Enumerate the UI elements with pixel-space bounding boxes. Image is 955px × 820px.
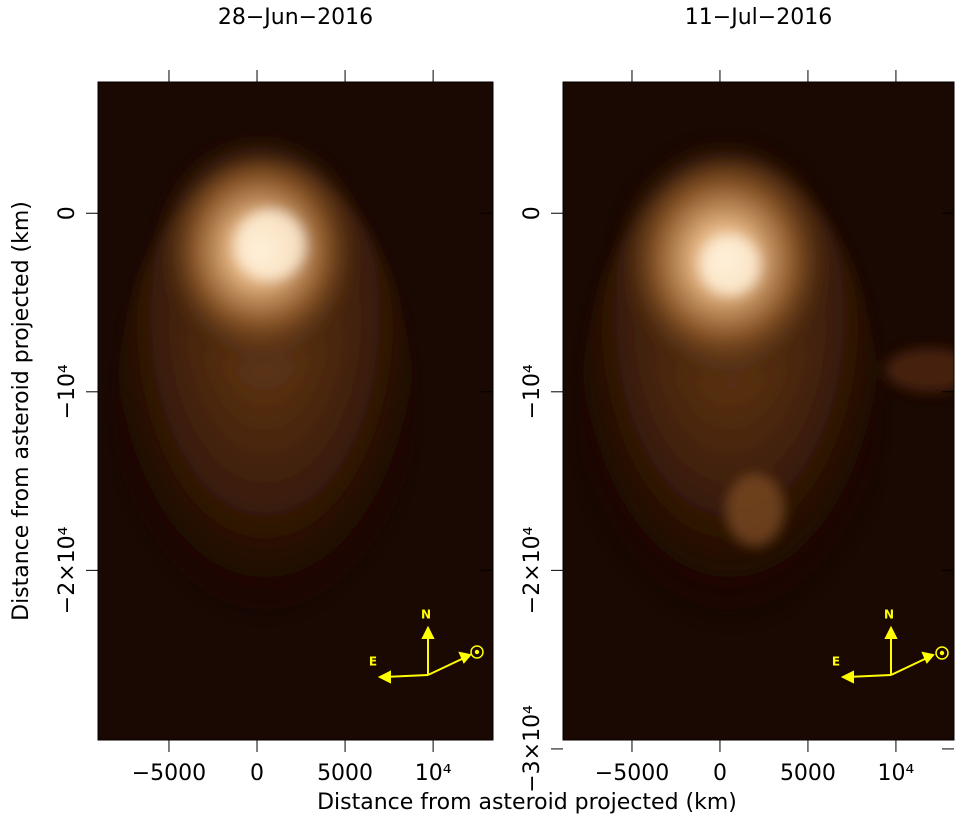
x-tick-label: −5000 — [595, 761, 669, 786]
y-tick-label: −2×10⁴ — [520, 526, 545, 614]
x-tick-label: 5000 — [780, 761, 836, 786]
y-tick-label: −10⁴ — [55, 364, 80, 419]
y-tick-label: −3×10⁴ — [520, 705, 545, 793]
x-tick-label: −5000 — [132, 761, 206, 786]
y-axis-label: Distance from asteroid projected (km) — [9, 201, 34, 621]
panel-title: 28−Jun−2016 — [218, 5, 373, 30]
x-tick-label: 0 — [250, 761, 264, 786]
compass-north: N — [421, 608, 431, 622]
y-tick-label: −2×10⁴ — [55, 526, 80, 614]
y-tick-label: −10⁴ — [520, 364, 545, 419]
panel-title: 11−Jul−2016 — [685, 5, 832, 30]
y-tick-label: 0 — [55, 206, 80, 220]
x-tick-label: 10⁴ — [415, 761, 452, 786]
figure: Distance from asteroid projected (km) Di… — [0, 0, 955, 820]
compass-north: N — [884, 608, 894, 622]
compass-east: E — [832, 655, 840, 669]
x-tick-label: 10⁴ — [878, 761, 915, 786]
compass-east: E — [369, 655, 377, 669]
x-tick-label: 0 — [713, 761, 727, 786]
x-tick-label: 5000 — [317, 761, 373, 786]
y-tick-label: 0 — [520, 206, 545, 220]
